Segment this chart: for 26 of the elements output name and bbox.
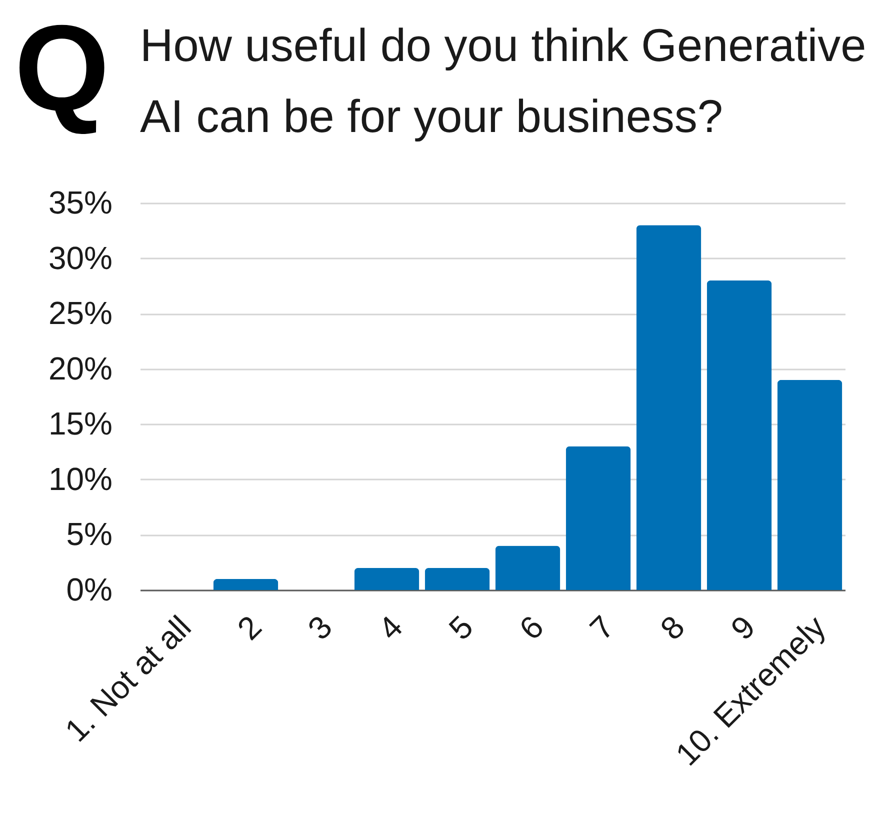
bar <box>706 280 772 590</box>
chart-title: How useful do you think Generative AI can be for your business? <box>140 19 866 142</box>
x-tick-label: 3 <box>300 608 339 647</box>
x-tick-label: 5 <box>442 608 480 647</box>
y-tick-label: 10% <box>48 460 112 497</box>
bar <box>424 568 490 590</box>
x-tick-label: 4 <box>371 608 410 647</box>
text: Q <box>14 0 110 136</box>
y-tick-label: 0% <box>66 572 112 608</box>
x-tick-label: 1. Not at all <box>58 608 198 749</box>
y-tick-label: 35% <box>48 184 112 220</box>
y-tick-label: 5% <box>66 516 112 552</box>
bar <box>566 446 631 590</box>
y-tick-label: 30% <box>48 240 112 276</box>
bar <box>777 380 842 590</box>
y-tick-label: 15% <box>48 406 112 442</box>
x-tick-label: 7 <box>582 608 621 647</box>
bar <box>495 546 560 590</box>
y-tick-label: 25% <box>48 295 112 332</box>
bar <box>636 225 702 590</box>
x-tick-label: 8 <box>653 608 692 647</box>
y-tick-label: 20% <box>48 350 112 386</box>
bar <box>213 578 278 590</box>
bar <box>354 568 420 590</box>
x-tick-label: 6 <box>512 608 550 647</box>
x-tick-label: 2 <box>230 608 268 647</box>
